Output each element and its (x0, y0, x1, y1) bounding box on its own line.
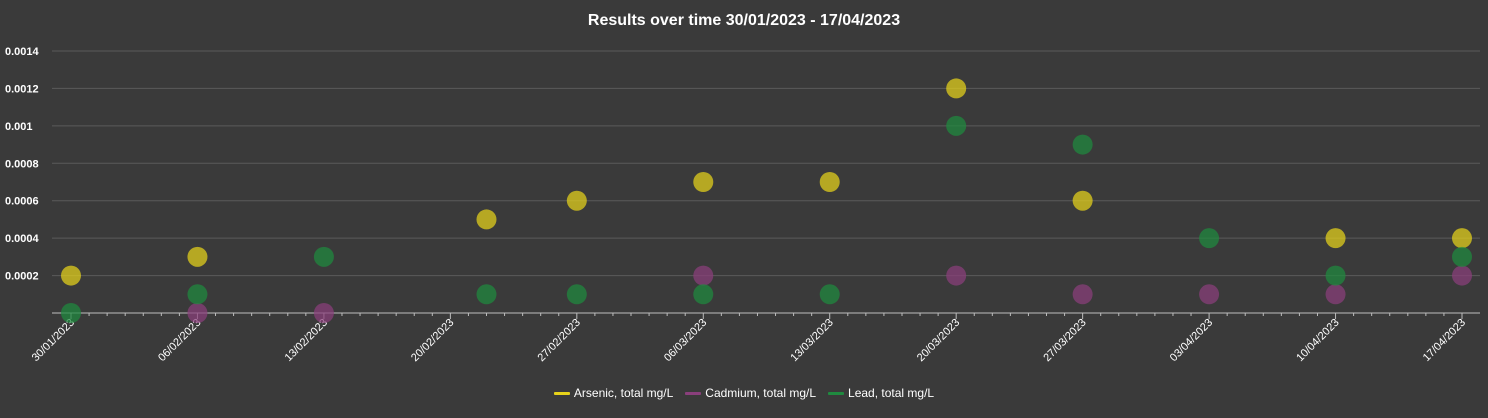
data-point[interactable] (566, 284, 587, 305)
x-tick-label: 17/04/2023 (1421, 317, 1468, 364)
y-tick-label: 0.0008 (5, 158, 39, 170)
legend-swatch (553, 391, 570, 395)
gridlines (52, 50, 1480, 277)
data-point[interactable] (1452, 246, 1472, 267)
legend-item[interactable]: Arsenic, total mg/L (553, 386, 674, 400)
data-point[interactable] (1199, 228, 1220, 249)
data-point[interactable] (819, 172, 840, 192)
scatter-chart: 0.0002 0.0004 0.0006 0.0008 0.001 0.0012 0.001… (5, 46, 1480, 364)
x-tick-label: 20/02/2023 (409, 317, 456, 364)
data-point[interactable] (1325, 265, 1346, 286)
data-point[interactable] (1325, 228, 1346, 249)
x-tick-label: 13/02/2023 (283, 317, 330, 364)
chart-title: Results over time 30/01/2023 - 17/04/202… (587, 12, 901, 29)
x-tick-label: 06/03/2023 (662, 317, 709, 364)
x-tick-label: 13/03/2023 (788, 317, 835, 364)
legend-label: Cadmium, total mg/L (705, 386, 817, 400)
data-point[interactable] (476, 209, 497, 230)
legend-swatch (828, 391, 845, 395)
data-point[interactable] (946, 78, 967, 99)
x-tick-label: 06/02/2023 (156, 317, 203, 364)
data-point[interactable] (61, 265, 81, 286)
data-point[interactable] (187, 303, 208, 323)
x-tick-label: 10/04/2023 (1294, 317, 1341, 364)
data-point[interactable] (693, 265, 714, 286)
x-tick-label: 20/03/2023 (915, 317, 962, 364)
data-point[interactable] (1072, 284, 1093, 305)
legend-label: Lead, total mg/L (848, 386, 935, 400)
y-tick-label: 0.0014 (5, 46, 40, 58)
x-tick-label: 27/03/2023 (1041, 317, 1088, 364)
data-point[interactable] (946, 115, 967, 136)
series-cadmium (187, 265, 1472, 323)
series-arsenic (61, 78, 1472, 286)
data-point[interactable] (313, 246, 334, 267)
data-point[interactable] (1325, 284, 1346, 305)
data-point[interactable] (1452, 265, 1472, 286)
y-tick-label: 0.0012 (5, 83, 39, 95)
legend: Arsenic, total mg/L Cadmium, total mg/L Le… (0, 386, 1488, 400)
data-point[interactable] (1072, 134, 1093, 155)
x-tick-label: 27/02/2023 (536, 317, 583, 364)
data-point[interactable] (1452, 228, 1472, 249)
legend-swatch (685, 391, 702, 395)
data-point[interactable] (946, 265, 967, 286)
data-point[interactable] (566, 190, 587, 211)
data-point[interactable] (476, 284, 497, 305)
data-point[interactable] (1199, 284, 1220, 305)
data-point[interactable] (61, 303, 81, 323)
x-tick-label: 03/04/2023 (1168, 317, 1215, 364)
legend-item[interactable]: Cadmium, total mg/L (685, 386, 816, 400)
data-point[interactable] (1072, 190, 1093, 211)
data-point[interactable] (187, 284, 208, 305)
data-point[interactable] (693, 284, 714, 305)
legend-item[interactable]: Lead, total mg/L (828, 386, 934, 400)
x-axis (52, 312, 1480, 319)
y-tick-label: 0.001 (5, 121, 33, 133)
data-point[interactable] (693, 172, 714, 192)
y-tick-label: 0.0002 (5, 271, 39, 283)
y-tick-label: 0.0004 (5, 233, 40, 245)
data-point[interactable] (819, 284, 840, 305)
legend-label: Arsenic, total mg/L (573, 386, 674, 400)
data-point[interactable] (313, 303, 334, 323)
data-points (61, 78, 1472, 323)
series-lead (61, 115, 1472, 323)
y-tick-label: 0.0006 (5, 196, 39, 208)
x-axis-labels: 30/01/2023 06/02/2023 13/02/2023 20/02/2023… (30, 317, 1468, 364)
y-axis-labels: 0.0002 0.0004 0.0006 0.0008 0.001 0.0012 0.001… (5, 46, 40, 283)
data-point[interactable] (187, 246, 208, 267)
x-tick-label: 30/01/2023 (30, 317, 77, 364)
